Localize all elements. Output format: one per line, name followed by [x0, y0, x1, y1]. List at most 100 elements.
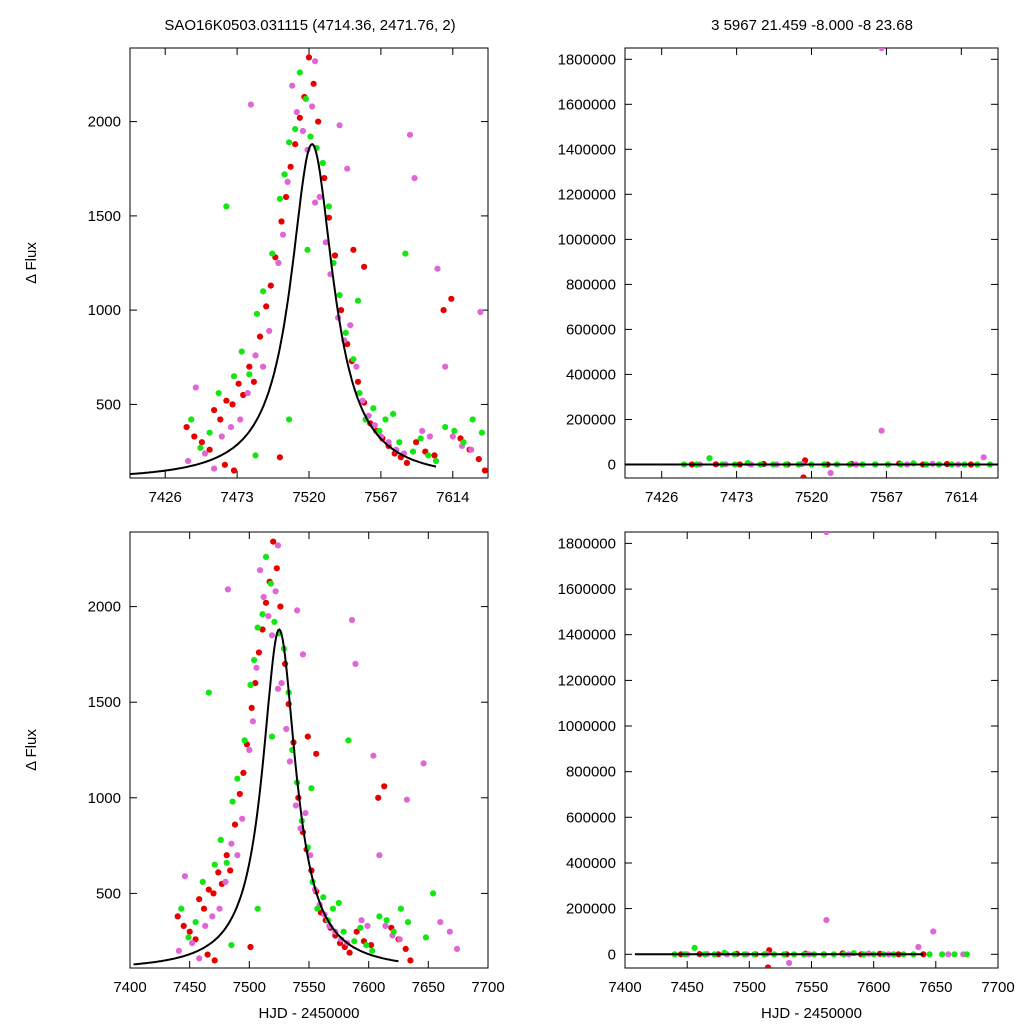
data-point-red [310, 80, 317, 87]
data-point-red [267, 282, 274, 289]
data-point-magenta [403, 796, 410, 803]
data-point-magenta [336, 122, 343, 129]
data-point-magenta [211, 465, 218, 472]
data-point-green [215, 390, 222, 397]
data-point-green [254, 624, 261, 631]
data-point-red [174, 913, 181, 920]
data-point-magenta [216, 905, 223, 912]
data-point-green [234, 775, 241, 782]
data-point-red [350, 246, 357, 253]
data-point-magenta [237, 416, 244, 423]
y-tick-label: 600000 [566, 809, 616, 826]
data-point-green [185, 934, 192, 941]
data-point-red [321, 175, 328, 182]
data-point-magenta [196, 955, 203, 962]
data-point-green [370, 405, 377, 412]
data-point-green [390, 928, 397, 935]
y-tick-label: 600000 [566, 321, 616, 338]
data-point-red [221, 461, 228, 468]
data-point-green [451, 427, 458, 434]
x-tick-label: 7567 [364, 489, 397, 506]
data-point-magenta [353, 363, 360, 370]
figure-title-left: SAO16K0503.031115 (4714.36, 2471.76, 2) [164, 17, 455, 34]
data-point-magenta [224, 586, 231, 593]
data-point-green [229, 798, 236, 805]
data-point-green [939, 951, 946, 958]
data-point-magenta [302, 810, 309, 817]
data-point-magenta [286, 758, 293, 765]
y-tick-label: 1000000 [558, 231, 616, 248]
data-point-red [431, 452, 438, 459]
data-point-green [369, 947, 376, 954]
data-point-magenta [316, 193, 323, 201]
data-point-magenta [181, 873, 188, 880]
data-point-red [440, 307, 447, 314]
data-point-green [417, 435, 424, 442]
data-point-green [357, 924, 364, 931]
x-tick-label: 7450 [671, 979, 704, 996]
data-point-magenta [279, 231, 287, 238]
data-point-red [800, 474, 807, 478]
y-tick-label: 1800000 [558, 51, 616, 68]
data-point-magenta [823, 917, 830, 924]
data-point-green [363, 942, 370, 949]
x-tick-label: 7550 [292, 979, 325, 996]
data-point-red [204, 951, 211, 958]
data-point-magenta [359, 397, 366, 404]
data-point-red [764, 964, 772, 968]
plot-frame [129, 47, 489, 479]
data-point-magenta [260, 363, 267, 370]
data-point-green [188, 416, 195, 423]
data-point-magenta [218, 433, 225, 440]
data-point-red [304, 733, 311, 740]
data-point-green [376, 913, 383, 920]
data-point-green [397, 905, 404, 912]
data-point-green [199, 878, 206, 886]
data-point-red [305, 54, 313, 61]
data-point-magenta [322, 239, 329, 246]
data-point-red [235, 380, 242, 387]
data-point-green [276, 195, 283, 202]
y-tick-label: 2000 [88, 114, 121, 131]
data-point-green [926, 951, 933, 958]
y-tick-label: 1000000 [558, 718, 616, 735]
data-point-red [252, 680, 259, 687]
x-tick-label: 7426 [149, 489, 182, 506]
data-point-magenta [442, 363, 449, 370]
data-point-magenta [284, 178, 291, 185]
data-point-green [223, 203, 230, 210]
data-point-magenta [344, 165, 351, 172]
x-tick-label: 7500 [733, 979, 766, 996]
data-point-magenta [268, 632, 276, 639]
data-point-green [286, 139, 293, 146]
data-point-green [304, 246, 311, 253]
x-tick-label: 7450 [173, 979, 206, 996]
data-point-green [254, 905, 261, 912]
data-point-red [276, 454, 283, 461]
data-point-green [691, 944, 698, 952]
data-point-magenta [930, 928, 937, 935]
data-point-green [259, 611, 266, 618]
x-axis-title: HJD - 2450000 [761, 1005, 862, 1022]
data-point-magenta [980, 454, 987, 461]
data-point-magenta [426, 433, 433, 440]
data-point-red [475, 456, 482, 463]
data-point-red [375, 794, 382, 801]
data-point-magenta [312, 199, 319, 206]
data-point-red [206, 446, 213, 453]
data-point-magenta [275, 259, 282, 267]
data-point-green [951, 951, 958, 958]
data-point-magenta [453, 945, 461, 953]
x-tick-label: 7426 [645, 489, 678, 506]
y-tick-label: 400000 [566, 366, 616, 383]
y-tick-label: 0 [608, 457, 616, 474]
x-tick-label: 7400 [113, 979, 146, 996]
data-point-magenta [247, 101, 254, 108]
x-tick-label: 7700 [471, 979, 504, 996]
data-point-magenta [289, 82, 296, 89]
data-point-red [223, 852, 230, 859]
data-point-green [228, 942, 235, 949]
data-point-green [390, 410, 397, 417]
data-point-red [270, 538, 277, 545]
data-point-green [396, 439, 403, 446]
